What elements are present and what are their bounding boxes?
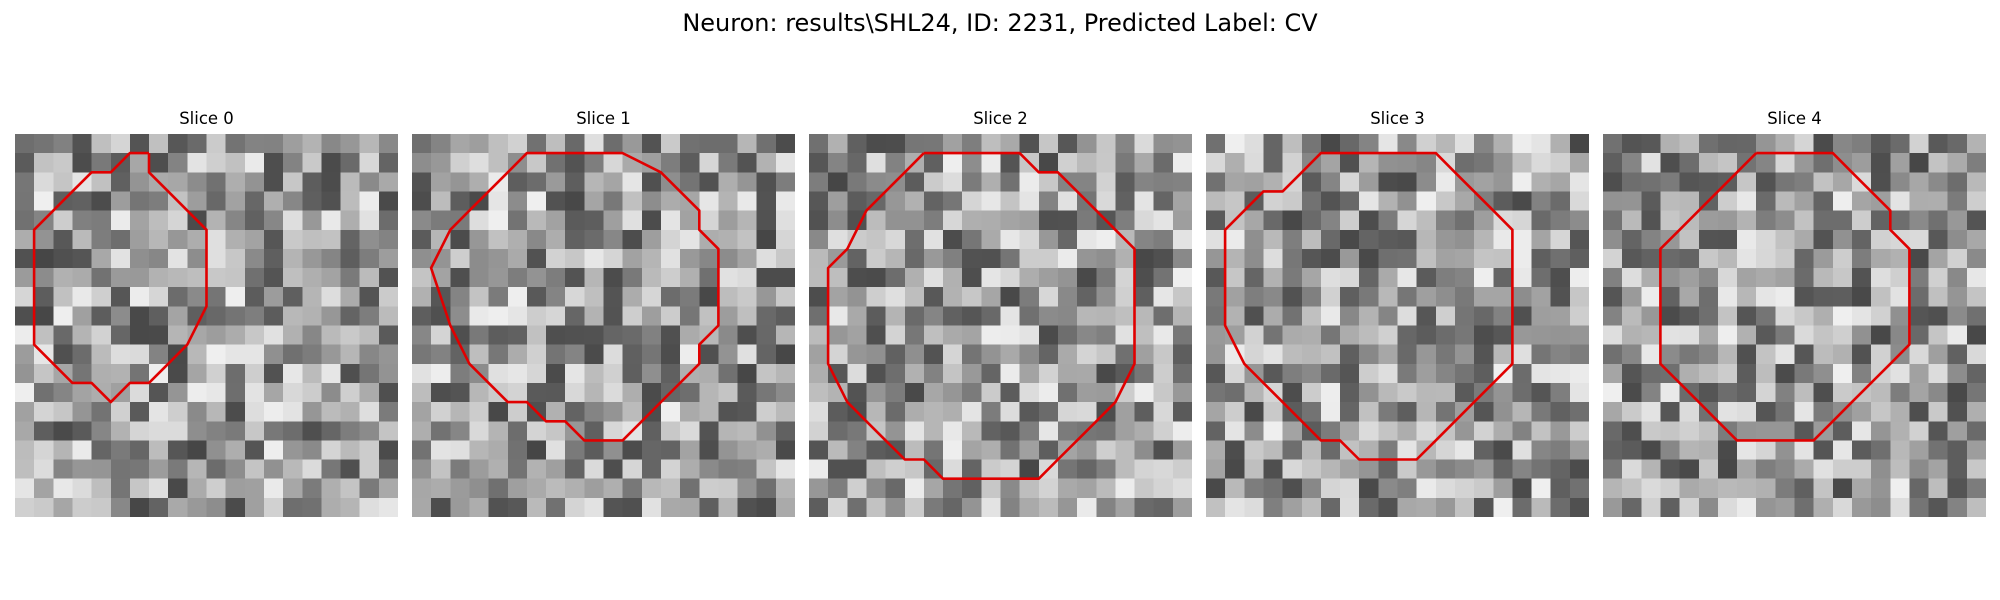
slice-image [412,134,795,517]
pixel-grid [1206,134,1589,517]
slice-title: Slice 2 [973,109,1028,128]
pixel-grid [809,134,1192,517]
slice-title: Slice 3 [1370,109,1425,128]
roi-contour [429,151,720,442]
slice-image [809,134,1192,517]
roi-contour [1659,151,1911,442]
slice-image [1603,134,1986,517]
slice-panel-3: Slice 3 [1206,108,1589,520]
slice-panel-2: Slice 2 [809,108,1192,520]
slice-panel-0: Slice 0 [15,108,398,520]
roi-contour [1223,151,1514,461]
slice-panel-1: Slice 1 [412,108,795,520]
slice-title: Slice 1 [576,109,631,128]
pixel-grid [412,134,795,517]
slice-title: Slice 0 [179,109,234,128]
roi-contour [32,151,208,404]
slice-image [1206,134,1589,517]
slice-panel-4: Slice 4 [1603,108,1986,520]
slice-title: Slice 4 [1767,109,1822,128]
figure-title: Neuron: results\SHL24, ID: 2231, Predict… [682,9,1318,37]
roi-contour [826,151,1136,481]
slice-image [15,134,398,517]
